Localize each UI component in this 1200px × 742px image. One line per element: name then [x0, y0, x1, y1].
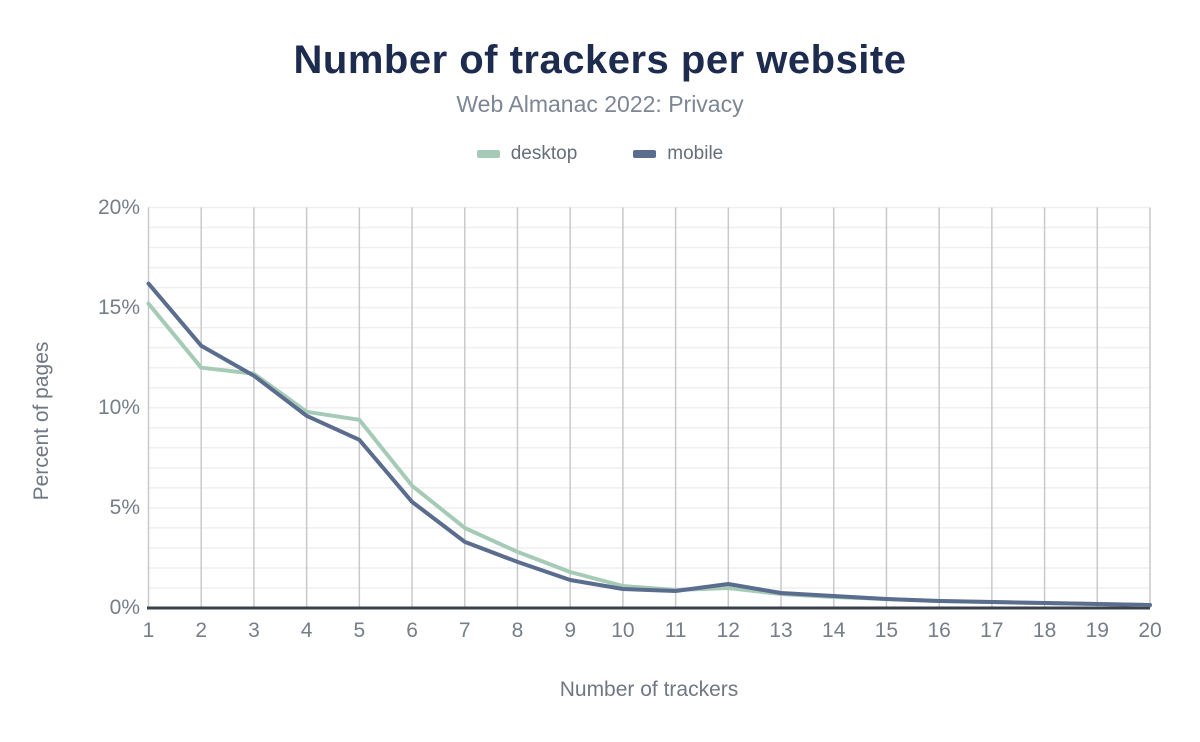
x-tick-label: 7 — [458, 619, 471, 642]
legend-item-desktop[interactable]: desktop — [476, 143, 578, 165]
x-tick-label: 18 — [1032, 619, 1057, 642]
y-tick-label: 15% — [97, 295, 140, 319]
chart-title: Number of trackers per website — [293, 38, 907, 82]
x-tick-label: 13 — [769, 619, 793, 642]
x-tick-label: 3 — [248, 619, 260, 642]
x-tick-label: 8 — [511, 619, 524, 642]
chart-legend: desktop mobile — [0, 143, 1200, 165]
x-axis-title: Number of trackers — [559, 678, 739, 701]
x-tick-label: 5 — [353, 619, 366, 642]
y-tick-label: 5% — [109, 495, 140, 519]
x-tick-label: 4 — [300, 619, 313, 642]
x-tick-label: 20 — [1138, 619, 1162, 642]
x-tick-label: 14 — [822, 619, 846, 642]
desktop-line — [146, 301, 1152, 607]
x-tick-label: 16 — [927, 619, 951, 642]
desktop-series-swatch-icon — [476, 150, 500, 158]
chart-subtitle: Web Almanac 2022: Privacy — [456, 91, 744, 117]
x-tick-label: 1 — [142, 619, 155, 642]
x-tick-label: 19 — [1085, 619, 1109, 642]
y-axis-title: Percent of pages — [30, 341, 53, 501]
x-tick-label: 17 — [980, 619, 1004, 642]
y-tick-label: 0% — [109, 596, 140, 619]
legend-label-mobile: mobile — [667, 143, 724, 164]
x-tick-label: 2 — [195, 619, 208, 642]
x-tick-label: 10 — [611, 619, 635, 642]
x-tick-label: 11 — [664, 619, 687, 642]
y-tick-label: 10% — [97, 395, 140, 419]
x-tick-label: 6 — [406, 619, 418, 642]
y-tick-label: 20% — [97, 195, 140, 219]
legend-label-desktop: desktop — [510, 143, 578, 164]
mobile-series-swatch-icon — [633, 150, 657, 158]
legend-item-mobile[interactable]: mobile — [633, 143, 723, 165]
mobile-line — [146, 281, 1152, 607]
x-tick-label: 12 — [716, 619, 740, 642]
x-tick-label: 15 — [874, 619, 899, 642]
x-tick-label: 9 — [564, 619, 577, 642]
